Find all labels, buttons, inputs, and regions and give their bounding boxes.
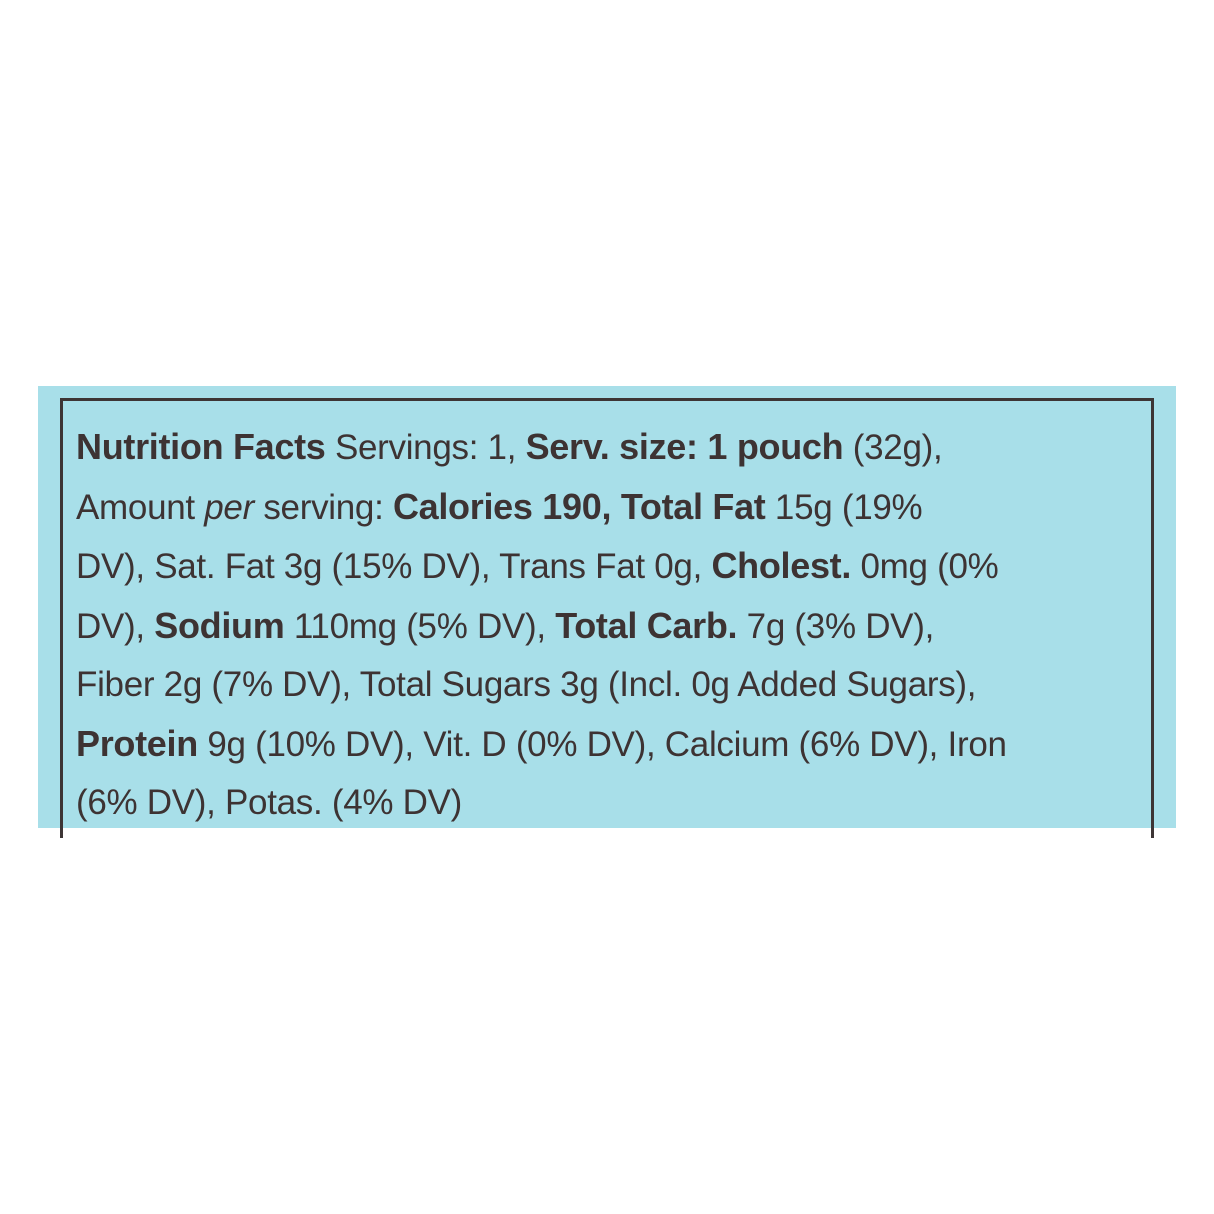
label-bold-text: Serv. size: 1 pouch [525,426,844,467]
label-text: 9g (10% DV), Vit. D (0% DV), Calcium (6%… [197,724,1007,764]
label-line: DV), Sodium 110mg (5% DV), Total Carb. 7… [76,597,1007,657]
label-line: Fiber 2g (7% DV), Total Sugars 3g (Incl.… [76,656,1007,715]
label-bold-text: Sodium [154,604,285,646]
label-text: Servings: 1, [325,428,526,467]
label-line: Amount per serving: Calories 190, Total … [76,478,1007,538]
nutrition-label-border [60,398,1154,838]
label-text: Amount [76,487,205,527]
label-text: DV), Sat. Fat 3g (15% DV), Trans Fat 0g, [76,547,712,586]
nutrition-facts-text: Nutrition Facts Servings: 1, Serv. size:… [76,418,1007,833]
label-line: DV), Sat. Fat 3g (15% DV), Trans Fat 0g,… [76,537,1007,597]
label-text: 110mg (5% DV), [284,606,556,646]
nutrition-label-panel: Nutrition Facts Servings: 1, Serv. size:… [38,386,1176,838]
label-text: Fiber 2g (7% DV), Total Sugars 3g (Incl.… [76,665,977,704]
label-bold-text: Protein [76,722,198,764]
label-text: per [204,487,254,527]
label-text: 7g (3% DV), [737,606,935,646]
label-bold-text: Nutrition Facts [76,426,326,467]
label-line: Nutrition Facts Servings: 1, Serv. size:… [76,418,1007,478]
label-text: 15g (19% [765,487,923,527]
label-text: serving: [253,487,393,527]
label-text: DV), [76,606,155,646]
label-line: (6% DV), Potas. (4% DV) [76,774,1007,833]
label-line: Protein 9g (10% DV), Vit. D (0% DV), Cal… [76,715,1007,775]
label-text: (32g), [843,428,943,467]
label-bold-text: Total Carb. [555,604,738,646]
label-bold-text: Calories 190, Total Fat [392,485,766,527]
label-bold-text: Cholest. [711,545,852,586]
label-text: 0mg (0% [851,547,999,586]
label-text: (6% DV), Potas. (4% DV) [76,783,462,822]
